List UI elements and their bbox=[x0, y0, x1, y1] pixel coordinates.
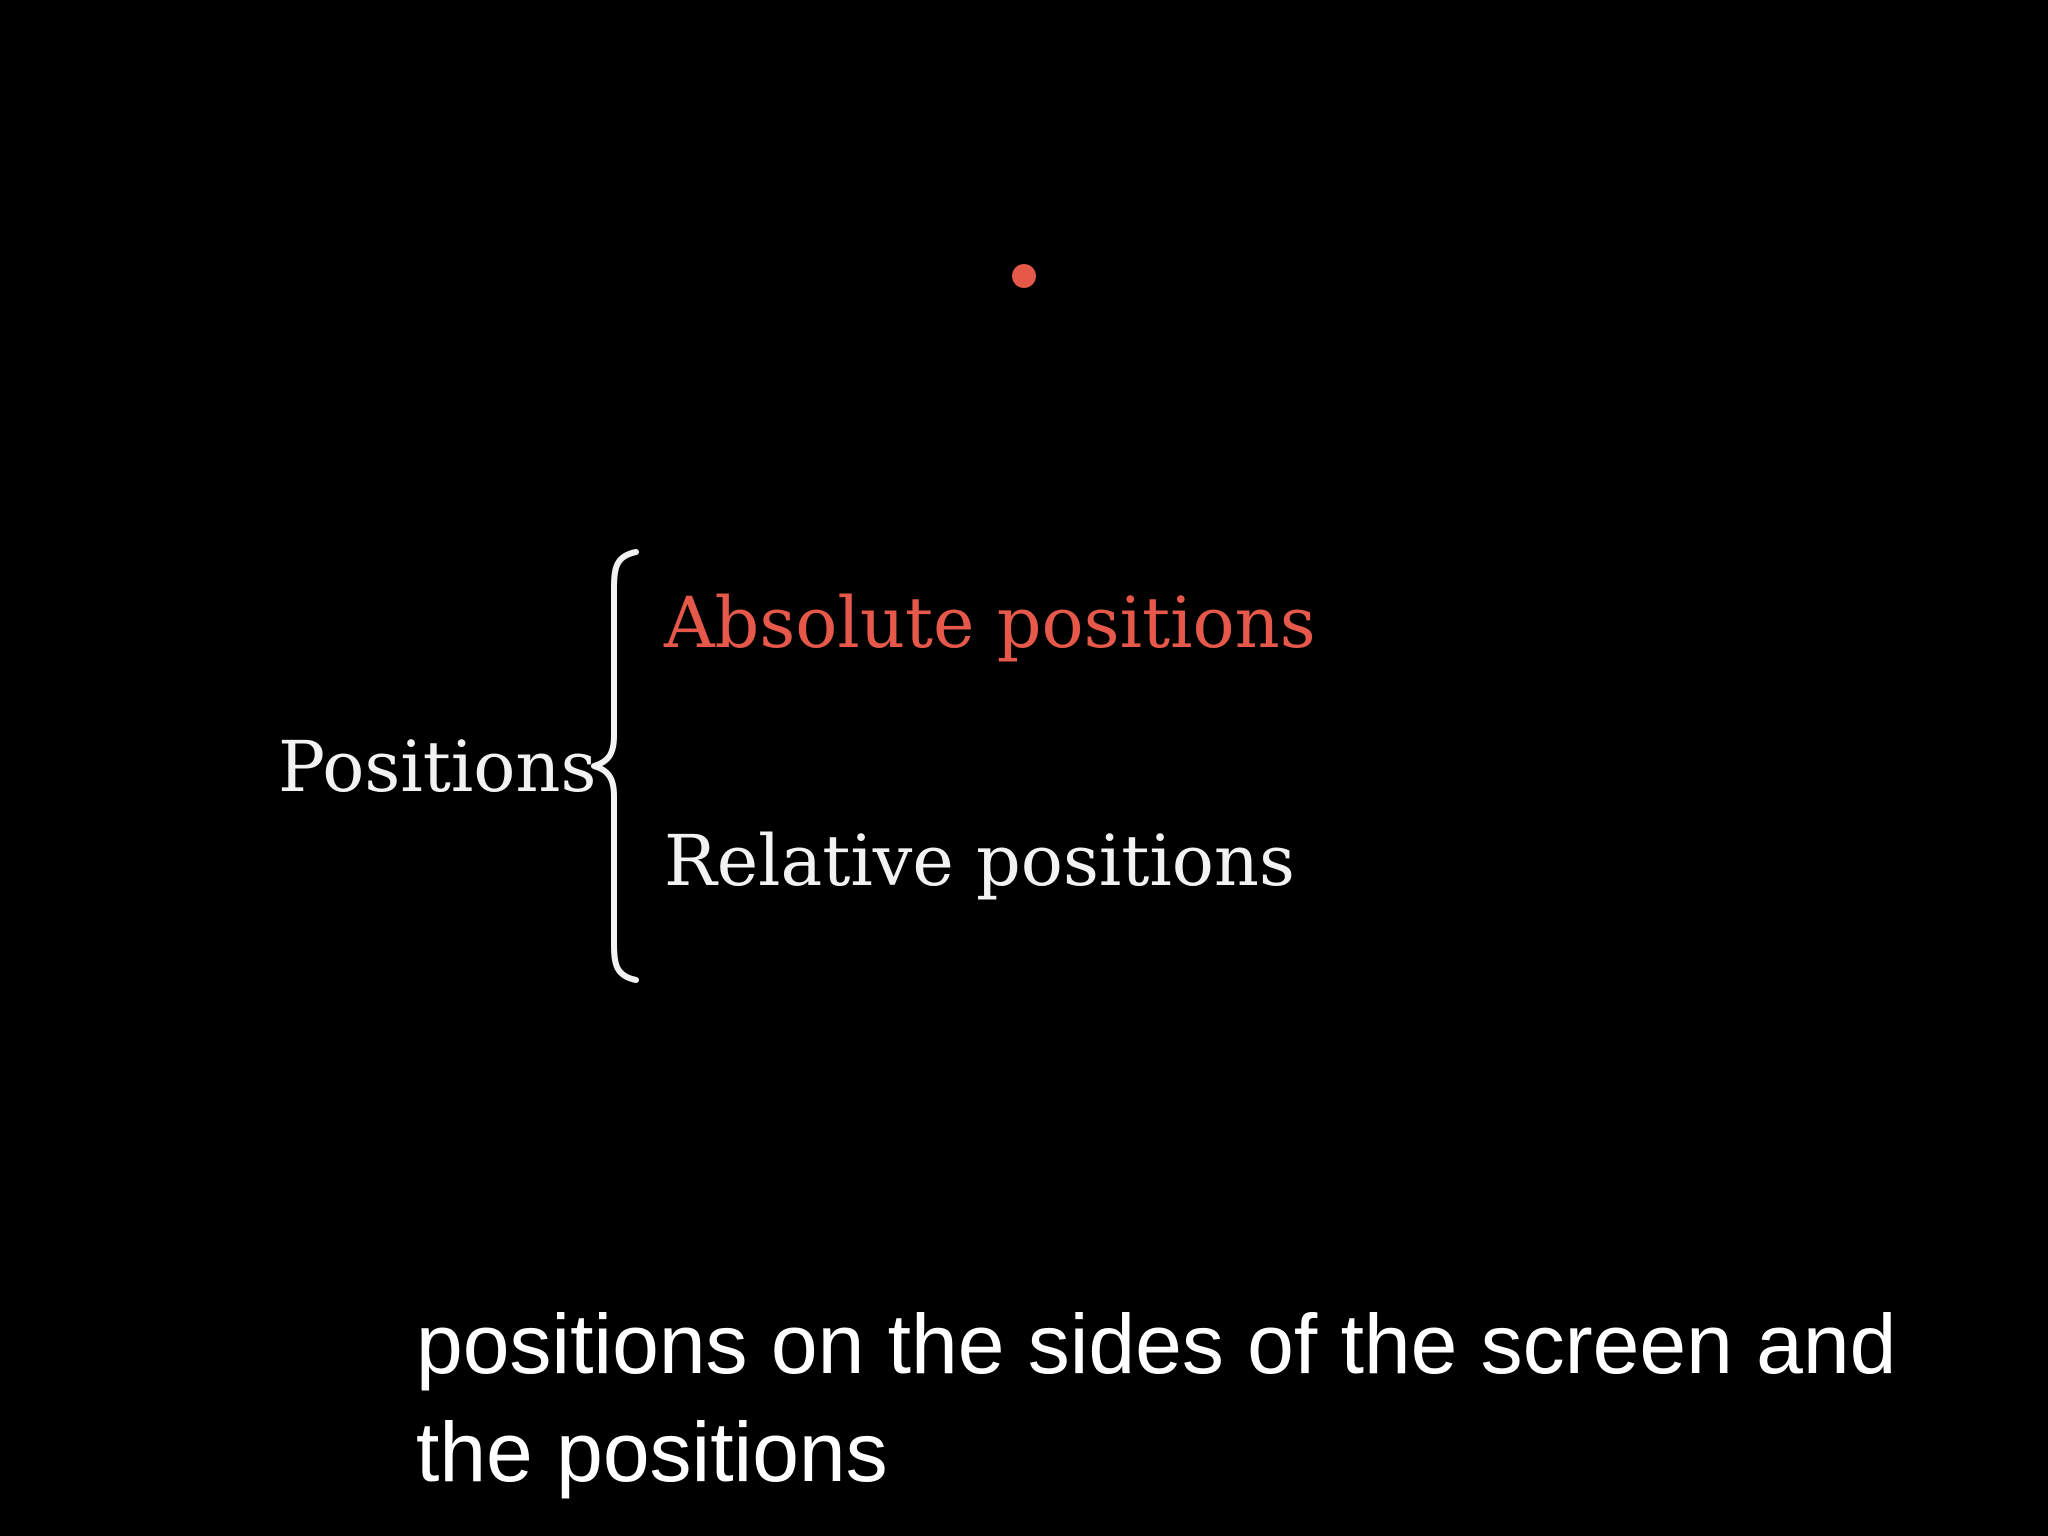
subtitle-line-1: positions on the sides of the screen and bbox=[416, 1297, 1897, 1391]
subtitle-line-2: the positions bbox=[416, 1405, 888, 1499]
branch-absolute-positions: Absolute positions bbox=[664, 582, 1316, 664]
red-position-dot bbox=[1012, 264, 1036, 288]
root-label-positions: Positions bbox=[278, 726, 597, 808]
curly-brace-icon bbox=[591, 549, 639, 983]
branch-relative-positions: Relative positions bbox=[664, 820, 1295, 902]
subtitle-caption: positions on the sides of the screen and… bbox=[416, 1290, 2036, 1506]
